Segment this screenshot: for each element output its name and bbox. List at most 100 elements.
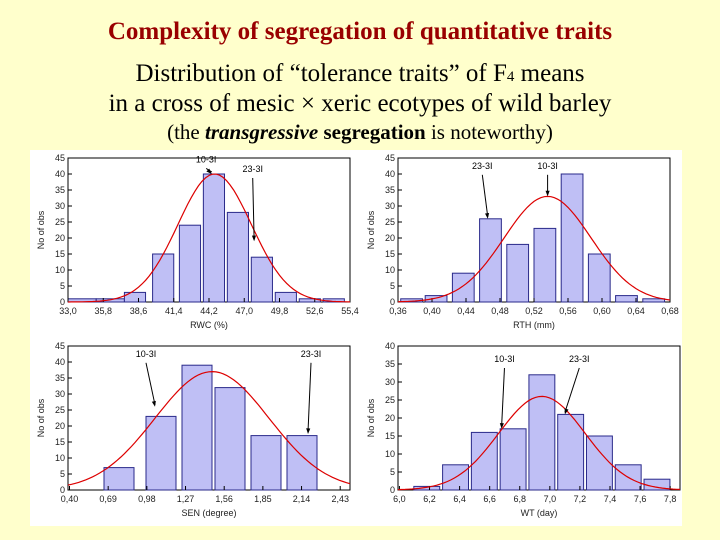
x-tick-label: 7,2 (574, 494, 587, 504)
y-tick-label: 45 (55, 153, 65, 163)
annotation-arrow (501, 367, 505, 427)
subtitle-line-3-em: transgressive (205, 120, 319, 144)
subtitle-line-3-post: is noteworthy) (425, 120, 553, 144)
annotation-arrowhead (306, 428, 311, 434)
y-tick-label: 30 (385, 377, 395, 387)
y-tick-label: 15 (385, 249, 395, 259)
y-tick-label: 40 (385, 341, 395, 351)
histogram-bar (451, 272, 475, 303)
x-tick-label: 0,98 (138, 494, 156, 504)
histogram-bar (479, 218, 502, 303)
subtitle-line-1: Distribution of “tolerance traits” of F4… (0, 60, 720, 88)
y-tick-label: 40 (55, 169, 65, 179)
histogram-bar (274, 291, 297, 303)
y-tick-label: 15 (55, 437, 65, 447)
y-tick-label: 25 (55, 217, 65, 227)
y-tick-label: 20 (385, 233, 395, 243)
x-tick-label: 7,6 (634, 494, 647, 504)
y-tick-label: 40 (55, 357, 65, 367)
y-tick-label: 15 (55, 249, 65, 259)
x-tick-label: 0,44 (457, 306, 475, 316)
x-axis-label: WT (day) (521, 508, 558, 518)
y-tick-label: 20 (55, 233, 65, 243)
histogram-bar (557, 413, 585, 491)
annotation-arrowhead (151, 400, 156, 407)
y-tick-label: 0 (390, 485, 395, 495)
y-tick-label: 25 (385, 395, 395, 405)
histogram-bar (528, 374, 556, 491)
histogram-bar (178, 224, 202, 303)
x-tick-label: 0,56 (559, 306, 577, 316)
x-tick-label: 41,4 (165, 306, 183, 316)
normal-fit-curve (397, 395, 681, 491)
histogram-bar (533, 227, 557, 303)
x-tick-label: 0,48 (491, 306, 509, 316)
y-tick-label: 45 (385, 153, 395, 163)
subtitle-line-1-subscript: 4 (506, 69, 515, 85)
y-tick-label: 35 (55, 373, 65, 383)
subtitle-line-2: in a cross of mesic × xeric ecotypes of … (108, 90, 612, 117)
x-tick-label: 0,40 (61, 494, 79, 504)
x-tick-label: 2,14 (293, 494, 311, 504)
y-axis-label: No of obs (36, 398, 46, 437)
y-tick-label: 20 (385, 413, 395, 423)
y-axis-label: No of obs (36, 210, 46, 249)
annotation-label: 23-3I (569, 354, 590, 364)
x-tick-label: 0,68 (661, 306, 679, 316)
slide-title: Complexity of segregation of quantitativ… (107, 18, 613, 45)
annotation-arrowhead (206, 168, 212, 174)
y-axis-label: No of obs (366, 398, 376, 437)
x-tick-label: 7,8 (664, 494, 677, 504)
x-tick-label: 0,60 (593, 306, 611, 316)
y-tick-label: 25 (55, 405, 65, 415)
normal-fit-curve (397, 195, 671, 303)
charts-svg: 0 5 10 15 20 25 30 35 40 45 33,0 35,8 38,6 41,4 44,2 47… (36, 153, 681, 518)
x-tick-label: 7,4 (604, 494, 617, 504)
annotation-arrowhead (485, 212, 490, 219)
x-axis-label: SEN (degree) (181, 508, 236, 518)
histogram-bar (286, 435, 318, 491)
histogram-panel-1: 0 5 10 15 20 25 30 35 40 45 33,0 35,8 38,6 41,4 44,2 47… (36, 153, 359, 330)
y-tick-label: 0 (390, 297, 395, 307)
y-tick-label: 10 (385, 265, 395, 275)
annotation-arrow (307, 362, 312, 433)
y-tick-label: 10 (385, 449, 395, 459)
y-tick-label: 35 (55, 185, 65, 195)
x-tick-label: 1,85 (254, 494, 272, 504)
y-tick-label: 30 (55, 389, 65, 399)
normal-fit-curve (67, 370, 351, 486)
y-tick-label: 5 (60, 281, 65, 291)
annotation-arrow (252, 177, 255, 240)
histogram-bar (413, 485, 441, 491)
histogram-bar (506, 243, 530, 303)
x-tick-label: 6,8 (514, 494, 527, 504)
x-tick-label: 6,0 (393, 494, 406, 504)
x-tick-label: 0,40 (423, 306, 441, 316)
x-axis-label: RWC (%) (190, 320, 228, 330)
y-tick-label: 35 (385, 185, 395, 195)
histogram-bar (560, 173, 584, 303)
x-tick-label: 38,6 (130, 306, 148, 316)
histogram-panel-2: 0 5 10 15 20 25 30 35 40 45 0,36 0,40 0,44 0,48 0,52 0,… (366, 153, 679, 330)
x-tick-label: 49,8 (271, 306, 289, 316)
y-tick-label: 20 (55, 421, 65, 431)
x-tick-label: 47,0 (235, 306, 253, 316)
y-axis-label: No of obs (366, 210, 376, 249)
subtitle-line-1-text: Distribution of “tolerance traits” of F (135, 60, 507, 87)
x-tick-label: 0,69 (99, 494, 117, 504)
histogram-bar (642, 298, 666, 303)
annotation-arrow (145, 362, 156, 405)
histogram-bar (152, 253, 175, 303)
x-tick-label: 33,0 (59, 306, 77, 316)
histogram-bar (123, 291, 147, 303)
annotation-label: 10-3I (136, 349, 157, 359)
histogram-bar (181, 364, 213, 491)
histogram-bar (499, 428, 527, 491)
y-tick-label: 5 (390, 281, 395, 291)
histogram-bar (585, 435, 613, 491)
y-tick-label: 5 (390, 467, 395, 477)
histogram-bar (103, 467, 135, 491)
x-tick-label: 35,8 (94, 306, 112, 316)
annotation-arrowhead (564, 408, 569, 415)
histogram-bar (226, 211, 249, 303)
